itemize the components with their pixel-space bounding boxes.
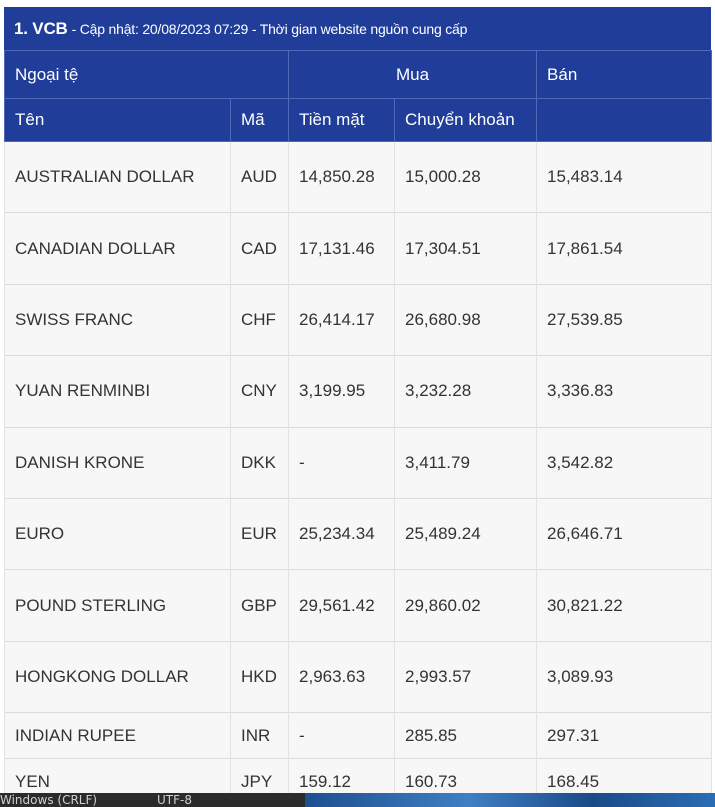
- currency-code: DKK: [230, 426, 290, 499]
- sell-rate: 3,089.93: [536, 640, 713, 713]
- currency-code: CAD: [230, 212, 290, 285]
- table-row: SWISS FRANC CHF 26,414.17 26,680.98 27,5…: [4, 283, 713, 356]
- editor-status-bar: Windows (CRLF) UTF-8: [0, 793, 715, 807]
- cash-rate: 17,131.46: [288, 212, 396, 285]
- table-row: DANISH KRONE DKK - 3,411.79 3,542.82: [4, 426, 713, 499]
- sell-rate: 297.31: [536, 712, 713, 759]
- currency-code: EUR: [230, 497, 290, 570]
- transfer-rate: 17,304.51: [394, 212, 538, 285]
- cash-rate: 26,414.17: [288, 283, 396, 356]
- transfer-rate: 285.85: [394, 712, 538, 759]
- cash-rate: 14,850.28: [288, 140, 396, 213]
- transfer-rate: 25,489.24: [394, 497, 538, 570]
- table-caption: 1. VCB - Cập nhật: 20/08/2023 07:29 - Th…: [4, 7, 711, 50]
- encoding-indicator[interactable]: UTF-8: [157, 793, 192, 807]
- table-row: EURO EUR 25,234.34 25,489.24 26,646.71: [4, 497, 713, 570]
- table-row: POUND STERLING GBP 29,561.42 29,860.02 3…: [4, 569, 713, 642]
- table-row: INDIAN RUPEE INR - 285.85 297.31: [4, 712, 713, 759]
- sell-rate: 27,539.85: [536, 283, 713, 356]
- cash-rate: 2,963.63: [288, 640, 396, 713]
- transfer-rate: 15,000.28: [394, 140, 538, 213]
- currency-code: INR: [230, 712, 290, 759]
- currency-name: YUAN RENMINBI: [4, 355, 231, 428]
- table-row: CANADIAN DOLLAR CAD 17,131.46 17,304.51 …: [4, 212, 713, 285]
- header-name: Tên: [4, 98, 231, 142]
- currency-name: SWISS FRANC: [4, 283, 231, 356]
- transfer-rate: 3,411.79: [394, 426, 538, 499]
- taskbar-strip: [305, 793, 715, 807]
- header-cash: Tiền mặt: [288, 98, 396, 142]
- currency-code: GBP: [230, 569, 290, 642]
- sell-rate: 30,821.22: [536, 569, 713, 642]
- sell-rate: 17,861.54: [536, 212, 713, 285]
- cash-rate: 25,234.34: [288, 497, 396, 570]
- currency-code: CHF: [230, 283, 290, 356]
- currency-name: DANISH KRONE: [4, 426, 231, 499]
- currency-name: CANADIAN DOLLAR: [4, 212, 231, 285]
- header-code: Mã: [229, 98, 290, 142]
- currency-name: EURO: [4, 497, 231, 570]
- exchange-rate-table: Ngoại tệ Mua Bán Tên Mã Tiền mặt Chuyển …: [3, 50, 713, 805]
- transfer-rate: 3,232.28: [394, 355, 538, 428]
- cash-rate: -: [288, 426, 396, 499]
- table-row: AUSTRALIAN DOLLAR AUD 14,850.28 15,000.2…: [4, 140, 713, 213]
- currency-name: AUSTRALIAN DOLLAR: [4, 140, 231, 213]
- update-note: - Cập nhật: 20/08/2023 07:29 - Thời gian…: [71, 20, 468, 37]
- currency-name: HONGKONG DOLLAR: [4, 640, 231, 713]
- header-buy-group: Mua: [288, 50, 538, 99]
- sell-rate: 26,646.71: [536, 497, 713, 570]
- header-sell-blank: [536, 98, 713, 142]
- currency-code: HKD: [230, 640, 290, 713]
- sell-rate: 3,542.82: [536, 426, 713, 499]
- cash-rate: -: [288, 712, 396, 759]
- currency-name: INDIAN RUPEE: [4, 712, 231, 759]
- line-ending-indicator[interactable]: Windows (CRLF): [0, 793, 98, 807]
- table-row: HONGKONG DOLLAR HKD 2,963.63 2,993.57 3,…: [4, 640, 713, 713]
- currency-code: AUD: [230, 140, 290, 213]
- currency-code: CNY: [230, 355, 290, 428]
- currency-name: POUND STERLING: [4, 569, 231, 642]
- transfer-rate: 2,993.57: [394, 640, 538, 713]
- cash-rate: 29,561.42: [288, 569, 396, 642]
- header-sell: Bán: [536, 50, 713, 99]
- bank-name: 1. VCB: [14, 18, 68, 38]
- transfer-rate: 26,680.98: [394, 283, 538, 356]
- header-currency-group: Ngoại tệ: [3, 50, 290, 99]
- sell-rate: 15,483.14: [536, 140, 713, 213]
- cash-rate: 3,199.95: [288, 355, 396, 428]
- header-transfer: Chuyển khoản: [394, 98, 538, 142]
- exchange-rate-panel: 1. VCB - Cập nhật: 20/08/2023 07:29 - Th…: [3, 7, 713, 805]
- transfer-rate: 29,860.02: [394, 569, 538, 642]
- table-row: YUAN RENMINBI CNY 3,199.95 3,232.28 3,33…: [4, 355, 713, 428]
- sell-rate: 3,336.83: [536, 355, 713, 428]
